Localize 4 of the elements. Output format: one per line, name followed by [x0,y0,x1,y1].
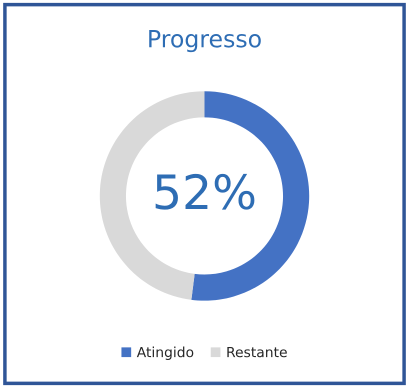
legend-label: Restante [227,346,287,358]
chart-title: Progresso [149,30,261,52]
legend-label: Atingido [136,346,194,360]
text: 52% [156,174,254,210]
